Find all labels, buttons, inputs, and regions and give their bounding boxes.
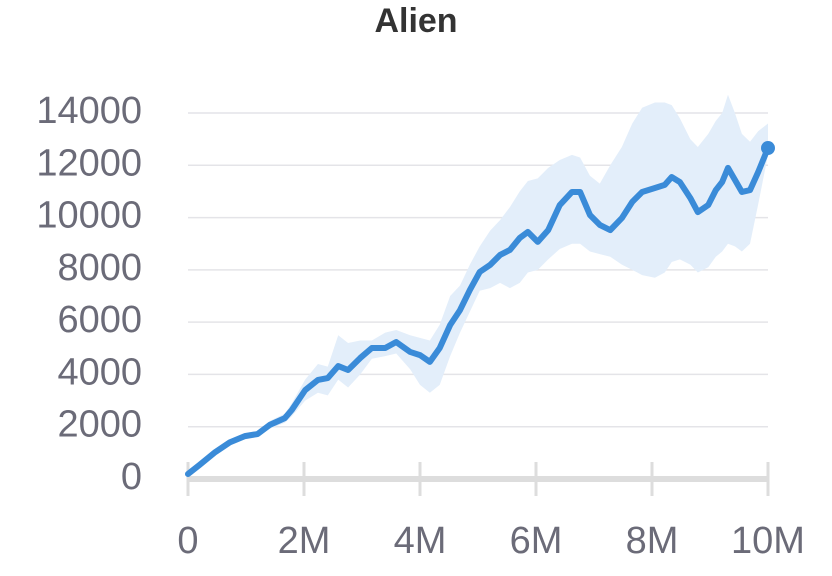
y-tick-label: 8000 (57, 247, 142, 289)
y-tick-label: 2000 (57, 404, 142, 446)
chart-title: Alien (374, 2, 457, 40)
line (185, 145, 771, 478)
y-tick-label: 12000 (36, 142, 142, 184)
y-tick-label: 4000 (57, 351, 142, 393)
x-tick-label: 6M (510, 520, 563, 562)
confidence-band (188, 94, 768, 477)
x-tick-label: 8M (626, 520, 679, 562)
x-tick-label: 4M (394, 520, 447, 562)
y-tick-label: 14000 (36, 90, 142, 132)
x-tick-label: 2M (278, 520, 331, 562)
end-point (761, 141, 775, 156)
x-tick-label: 10M (731, 520, 805, 562)
y-tick-label: 10000 (36, 195, 142, 237)
x-tick-label: 0 (177, 520, 198, 562)
y-tick-label: 6000 (57, 299, 142, 341)
y-tick-label: 0 (121, 456, 142, 498)
